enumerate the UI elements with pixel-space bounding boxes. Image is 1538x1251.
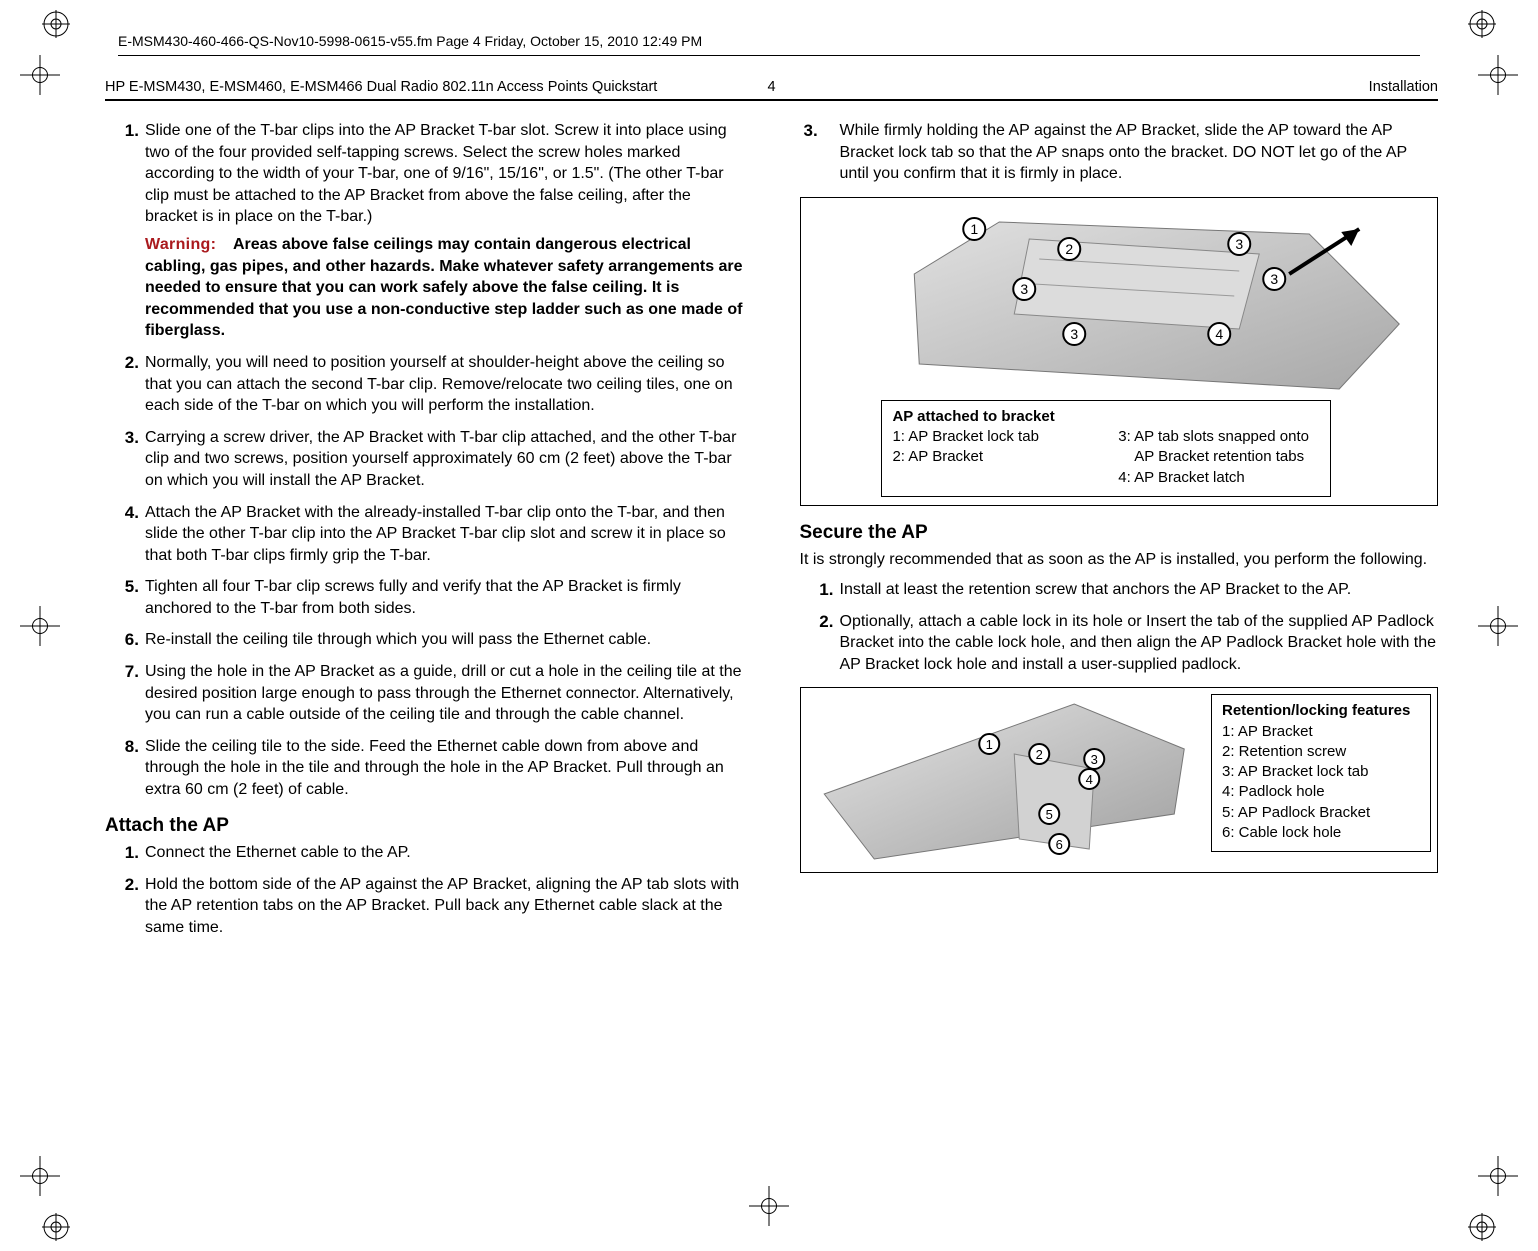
left-column: Slide one of the T-bar clips into the AP… [105, 120, 744, 1191]
svg-text:1: 1 [985, 737, 992, 752]
caption-col-left: 1: AP Bracket lock tab 2: AP Bracket [892, 427, 1094, 488]
svg-text:5: 5 [1045, 807, 1052, 822]
caption-line: 5: AP Padlock Bracket [1222, 803, 1420, 823]
caption-title: Retention/locking features [1222, 701, 1420, 721]
crosshair-icon [20, 606, 60, 646]
step-item: Normally, you will need to position your… [145, 352, 744, 417]
caption-line: 4: AP Bracket latch [1118, 468, 1320, 488]
crosshair-icon [749, 1186, 789, 1226]
print-job-text: E-MSM430-460-466-QS-Nov10-5998-0615-v55.… [118, 33, 702, 49]
section-name: Installation [1369, 78, 1438, 98]
right-column: 3. While firmly holding the AP against t… [800, 120, 1439, 1191]
step-item: Attach the AP Bracket with the already-i… [145, 502, 744, 567]
figure-ap-attached: 1 2 3 3 3 3 4 AP attached to bracket 1: … [800, 197, 1439, 506]
warning-block: Warning: Areas above false ceilings may … [145, 234, 744, 342]
caption-col-right: 3: AP tab slots snapped onto AP Bracket … [1118, 427, 1320, 488]
step-item: Hold the bottom side of the AP against t… [145, 874, 744, 939]
warning-label: Warning: [145, 236, 216, 253]
caption-columns: 1: AP Bracket lock tab 2: AP Bracket 3: … [892, 427, 1320, 488]
step-text: Hold the bottom side of the AP against t… [145, 874, 744, 939]
step-item: Tighten all four T-bar clip screws fully… [145, 576, 744, 619]
print-job-header: E-MSM430-460-466-QS-Nov10-5998-0615-v55.… [118, 32, 1420, 56]
figure-caption-box: Retention/locking features 1: AP Bracket… [1211, 694, 1431, 852]
caption-line: 6: Cable lock hole [1222, 823, 1420, 843]
svg-text:3: 3 [1090, 752, 1097, 767]
secure-list: Install at least the retention screw tha… [800, 579, 1439, 675]
crosshair-icon [1478, 606, 1518, 646]
registration-mark-icon [1468, 10, 1496, 38]
step-text: Using the hole in the AP Bracket as a gu… [145, 661, 744, 726]
content-columns: Slide one of the T-bar clips into the AP… [105, 120, 1438, 1191]
svg-text:4: 4 [1085, 772, 1092, 787]
step-text: Re-install the ceiling tile through whic… [145, 629, 744, 651]
figure-retention-locking: 1 2 3 4 5 6 Retention/locking features 1… [800, 687, 1439, 873]
doc-title: HP E-MSM430, E-MSM460, E-MSM466 Dual Rad… [105, 78, 657, 98]
step-text: Slide the ceiling tile to the side. Feed… [145, 736, 744, 801]
step-continuation: 3. While firmly holding the AP against t… [800, 120, 1439, 185]
figure-ap-attached-image: 1 2 3 3 3 3 4 [807, 204, 1432, 394]
crosshair-icon [1478, 1156, 1518, 1196]
caption-line: 3: AP tab slots snapped onto [1118, 427, 1320, 447]
figure-caption-box: AP attached to bracket 1: AP Bracket loc… [881, 400, 1331, 497]
svg-text:2: 2 [1035, 747, 1042, 762]
step-text: Tighten all four T-bar clip screws fully… [145, 576, 744, 619]
svg-text:3: 3 [1020, 281, 1028, 297]
caption-line: 2: Retention screw [1222, 742, 1420, 762]
figure-retention-image: 1 2 3 4 5 6 [807, 694, 1202, 864]
registration-mark-icon [42, 1213, 70, 1241]
attach-list: Connect the Ethernet cable to the AP. Ho… [105, 842, 744, 938]
svg-text:6: 6 [1055, 837, 1062, 852]
registration-mark-icon [1468, 1213, 1496, 1241]
step-item: Using the hole in the AP Bracket as a gu… [145, 661, 744, 726]
step-item: Re-install the ceiling tile through whic… [145, 629, 744, 651]
caption-line: 1: AP Bracket [1222, 722, 1420, 742]
step-item: Carrying a screw driver, the AP Bracket … [145, 427, 744, 492]
step-number: 3. [804, 120, 818, 143]
svg-text:2: 2 [1065, 241, 1073, 257]
caption-line: 4: Padlock hole [1222, 782, 1420, 802]
running-header: HP E-MSM430, E-MSM460, E-MSM466 Dual Rad… [105, 78, 1438, 98]
svg-text:1: 1 [970, 221, 978, 237]
caption-line: AP Bracket retention tabs [1118, 447, 1320, 467]
header-rule [105, 99, 1438, 101]
secure-intro-text: It is strongly recommended that as soon … [800, 549, 1439, 571]
step-text: Carrying a screw driver, the AP Bracket … [145, 427, 744, 492]
document-page: E-MSM430-460-466-QS-Nov10-5998-0615-v55.… [0, 0, 1538, 1251]
step-text: Connect the Ethernet cable to the AP. [145, 842, 744, 864]
step-item: Optionally, attach a cable lock in its h… [840, 611, 1439, 676]
step-text: Attach the AP Bracket with the already-i… [145, 502, 744, 567]
step-text: While firmly holding the AP against the … [840, 120, 1439, 185]
svg-text:3: 3 [1070, 326, 1078, 342]
attach-ap-heading: Attach the AP [105, 813, 744, 839]
page-number: 4 [767, 78, 775, 98]
step-text: Slide one of the T-bar clips into the AP… [145, 120, 744, 228]
step-text: Install at least the retention screw tha… [840, 579, 1439, 601]
caption-line: 1: AP Bracket lock tab [892, 427, 1094, 447]
step-item: Connect the Ethernet cable to the AP. [145, 842, 744, 864]
caption-title: AP attached to bracket [892, 407, 1320, 427]
step-item: Slide one of the T-bar clips into the AP… [145, 120, 744, 342]
step-item: Install at least the retention screw tha… [840, 579, 1439, 601]
warning-body: Areas above false ceilings may contain d… [145, 236, 743, 339]
step-text: Optionally, attach a cable lock in its h… [840, 611, 1439, 676]
print-header-rule [118, 55, 1420, 56]
crosshair-icon [1478, 55, 1518, 95]
caption-line: 3: AP Bracket lock tab [1222, 762, 1420, 782]
svg-text:3: 3 [1235, 236, 1243, 252]
secure-ap-heading: Secure the AP [800, 520, 1439, 546]
step-text: Normally, you will need to position your… [145, 352, 744, 417]
svg-text:3: 3 [1270, 271, 1278, 287]
step-item: Slide the ceiling tile to the side. Feed… [145, 736, 744, 801]
registration-mark-icon [42, 10, 70, 38]
crosshair-icon [20, 55, 60, 95]
instruction-list: Slide one of the T-bar clips into the AP… [105, 120, 744, 801]
svg-text:4: 4 [1215, 326, 1223, 342]
caption-line: 2: AP Bracket [892, 447, 1094, 467]
crosshair-icon [20, 1156, 60, 1196]
